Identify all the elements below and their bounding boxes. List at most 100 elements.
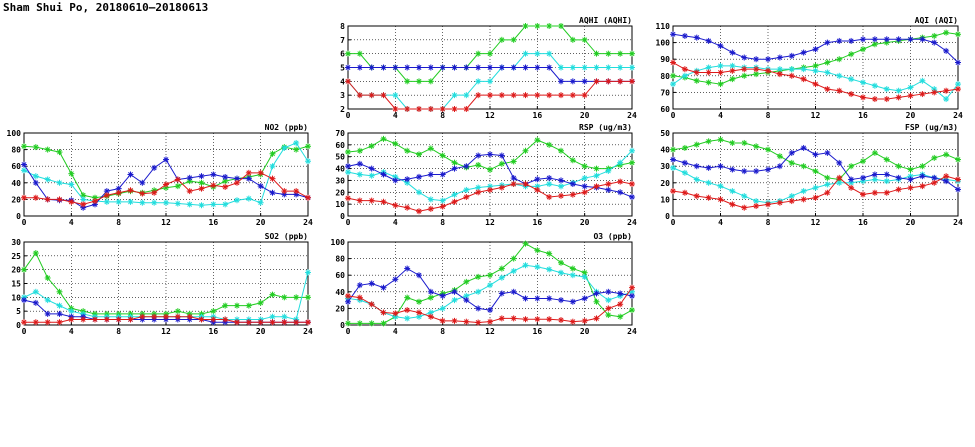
data-point — [439, 305, 446, 312]
data-point — [629, 180, 635, 187]
data-point — [404, 265, 411, 272]
data-point — [522, 180, 529, 187]
data-point — [44, 146, 51, 153]
data-point — [629, 147, 635, 154]
data-point — [871, 41, 878, 48]
data-point — [368, 172, 375, 179]
y-tick-label: 80 — [11, 146, 21, 155]
data-point — [32, 250, 39, 257]
data-point — [475, 78, 482, 85]
data-point — [883, 156, 890, 163]
series-blue — [670, 31, 961, 66]
data-point — [439, 106, 446, 112]
data-point — [163, 313, 169, 320]
data-point — [629, 307, 635, 314]
y-tick-label: 3 — [340, 91, 345, 100]
series-red — [21, 313, 311, 326]
data-point — [463, 194, 470, 201]
data-point — [860, 94, 866, 101]
y-tick-label: 8 — [340, 22, 345, 31]
data-point — [451, 297, 458, 304]
data-point — [463, 292, 470, 299]
data-point — [955, 176, 961, 183]
data-point — [776, 199, 783, 206]
data-point — [498, 184, 505, 191]
x-tick-label: 24 — [953, 218, 963, 227]
data-point — [534, 247, 541, 254]
data-point — [281, 294, 288, 301]
data-point — [717, 163, 724, 170]
data-point — [800, 188, 807, 195]
x-tick-label: 0 — [671, 111, 676, 120]
data-point — [593, 298, 600, 305]
data-point — [800, 49, 807, 56]
chart-7: 0 4 8 12 16 20 24 0 20 40 60 80 100 O3 (ppb) — [331, 232, 637, 336]
data-point — [605, 167, 612, 174]
data-point — [451, 92, 458, 99]
data-point — [871, 82, 878, 89]
data-point — [416, 173, 422, 180]
data-point — [765, 201, 771, 208]
data-point — [753, 168, 760, 175]
data-point — [931, 179, 938, 186]
data-point — [558, 64, 564, 71]
x-tick-label: 24 — [953, 111, 963, 120]
series-blue — [345, 265, 635, 314]
data-point — [269, 163, 276, 170]
data-point — [356, 282, 363, 289]
data-point — [475, 319, 482, 326]
data-point — [617, 290, 624, 297]
data-point — [345, 195, 351, 202]
y-tick-label: 15 — [11, 280, 21, 289]
data-point — [245, 195, 252, 202]
data-point — [824, 86, 831, 93]
data-point — [593, 183, 600, 190]
y-tick-label: 80 — [660, 72, 670, 81]
x-tick-label: 12 — [485, 111, 495, 120]
data-point — [68, 170, 75, 177]
data-point — [522, 50, 529, 57]
data-point — [174, 308, 181, 315]
data-point — [629, 78, 635, 85]
data-point — [681, 32, 688, 39]
data-point — [21, 194, 27, 201]
x-tick-label: 16 — [858, 218, 868, 227]
data-point — [919, 173, 926, 180]
data-point — [753, 143, 760, 150]
data-point — [670, 164, 676, 171]
data-point — [629, 64, 635, 71]
data-point — [534, 295, 541, 302]
page-title: Sham Shui Po, 20180610–20180613 — [3, 1, 209, 14]
data-point — [498, 290, 505, 297]
data-point — [427, 294, 434, 301]
data-point — [955, 31, 961, 38]
data-point — [463, 106, 470, 112]
data-point — [836, 72, 843, 79]
y-tick-label: 2 — [340, 105, 345, 114]
series-red — [670, 173, 961, 211]
x-tick-label: 20 — [580, 327, 590, 336]
data-point — [380, 198, 387, 205]
data-point — [800, 163, 807, 170]
data-point — [558, 259, 564, 266]
data-point — [522, 295, 529, 302]
data-point — [955, 59, 961, 66]
x-tick-label: 0 — [346, 111, 351, 120]
chart-title: SO2 (ppb) — [265, 232, 308, 241]
data-point — [163, 156, 169, 163]
data-point — [356, 64, 363, 71]
chart-3: 0 4 8 12 16 20 24 0 20 40 60 80 100 NO2 (ppb) — [7, 123, 313, 227]
data-point — [617, 159, 624, 166]
data-point — [558, 92, 564, 99]
data-point — [44, 310, 51, 317]
data-point — [281, 188, 288, 195]
y-tick-label: 20 — [660, 179, 670, 188]
data-point — [871, 36, 878, 43]
data-point — [210, 182, 217, 189]
data-point — [498, 152, 505, 159]
data-point — [234, 197, 240, 204]
data-point — [404, 315, 411, 322]
data-point — [269, 189, 276, 196]
data-point — [245, 169, 252, 176]
